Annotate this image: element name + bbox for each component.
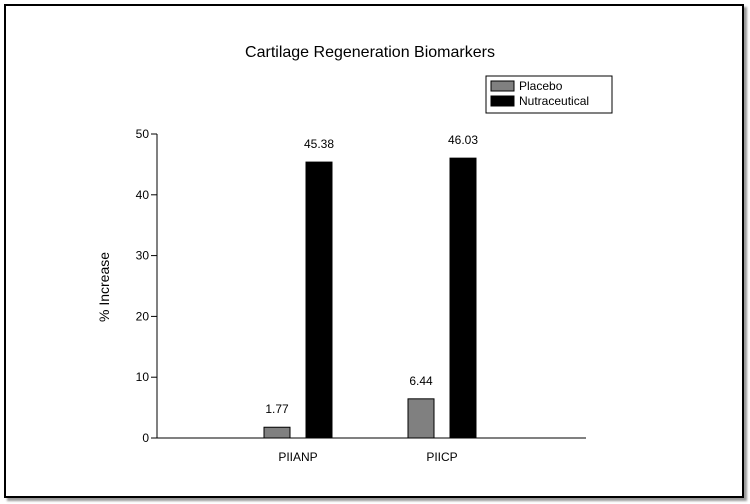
legend: Placebo Nutraceutical	[485, 75, 613, 114]
legend-label-nutraceutical: Nutraceutical	[519, 94, 589, 108]
legend-swatch-nutraceutical	[490, 95, 515, 107]
y-tick-label: 10	[136, 370, 150, 384]
y-tick-label: 40	[136, 188, 150, 202]
x-tick-label: PIICP	[426, 450, 457, 464]
bar-nutraceutical-piicp	[449, 157, 477, 439]
legend-label-placebo: Placebo	[519, 79, 563, 93]
data-label-placebo-piianp: 1.77	[265, 402, 289, 416]
y-tick-label: 30	[136, 249, 150, 263]
data-label-nutraceutical-piicp: 46.03	[448, 133, 478, 147]
bar-chart: Cartilage Regeneration Biomarkers Placeb…	[96, 44, 613, 464]
plot-area: 0 10 20 30 40 50 1.77 45.38 PIIANP 6.44 46.03 PIICP	[136, 127, 586, 464]
data-label-placebo-piicp: 6.44	[409, 374, 433, 388]
y-tick-label: 20	[136, 309, 150, 323]
bar-placebo-piianp	[263, 426, 291, 439]
legend-swatch-placebo	[490, 80, 515, 92]
data-label-nutraceutical-piianp: 45.38	[304, 137, 334, 151]
y-tick-label: 0	[142, 431, 149, 445]
x-tick-label: PIIANP	[278, 450, 317, 464]
y-axis-label: % Increase	[96, 252, 112, 322]
chart-title: Cartilage Regeneration Biomarkers	[245, 44, 495, 61]
y-tick-label: 50	[136, 127, 150, 141]
chart-frame: Cartilage Regeneration Biomarkers Placeb…	[4, 4, 744, 498]
bar-placebo-piicp	[407, 398, 435, 439]
bar-nutraceutical-piianp	[305, 161, 333, 439]
